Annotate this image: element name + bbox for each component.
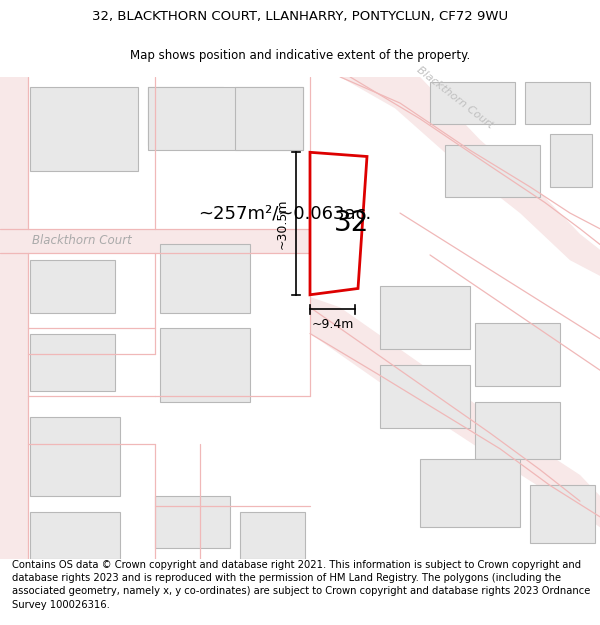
Bar <box>420 459 520 528</box>
Bar <box>430 82 515 124</box>
Bar <box>445 145 540 198</box>
Text: Contains OS data © Crown copyright and database right 2021. This information is : Contains OS data © Crown copyright and d… <box>12 560 590 609</box>
Bar <box>30 334 115 391</box>
Text: Blackthorn Court: Blackthorn Court <box>415 65 495 131</box>
Polygon shape <box>0 229 340 253</box>
Text: ~9.4m: ~9.4m <box>311 318 353 331</box>
Text: ~257m²/~0.063ac.: ~257m²/~0.063ac. <box>199 204 371 222</box>
Bar <box>380 365 470 428</box>
Bar <box>155 496 230 548</box>
Bar <box>240 512 305 559</box>
Text: ~30.5m: ~30.5m <box>275 198 289 249</box>
Bar <box>475 323 560 386</box>
Polygon shape <box>0 77 28 559</box>
Bar <box>530 486 595 543</box>
Bar <box>30 418 120 496</box>
Bar <box>550 134 592 187</box>
Polygon shape <box>310 297 600 528</box>
Bar <box>30 88 138 171</box>
Bar <box>148 88 223 145</box>
Bar <box>525 82 590 124</box>
Text: Map shows position and indicative extent of the property.: Map shows position and indicative extent… <box>130 49 470 62</box>
Polygon shape <box>340 77 600 276</box>
Bar <box>30 512 120 559</box>
Bar <box>475 402 560 459</box>
Bar <box>235 88 303 150</box>
Bar <box>160 328 250 402</box>
Text: Blackthorn Court: Blackthorn Court <box>32 234 132 247</box>
Text: 32: 32 <box>334 209 369 237</box>
Polygon shape <box>310 152 367 295</box>
Bar <box>30 260 115 312</box>
Bar <box>380 286 470 349</box>
Text: 32, BLACKTHORN COURT, LLANHARRY, PONTYCLUN, CF72 9WU: 32, BLACKTHORN COURT, LLANHARRY, PONTYCL… <box>92 11 508 23</box>
Bar <box>160 244 250 312</box>
Bar <box>148 88 303 150</box>
